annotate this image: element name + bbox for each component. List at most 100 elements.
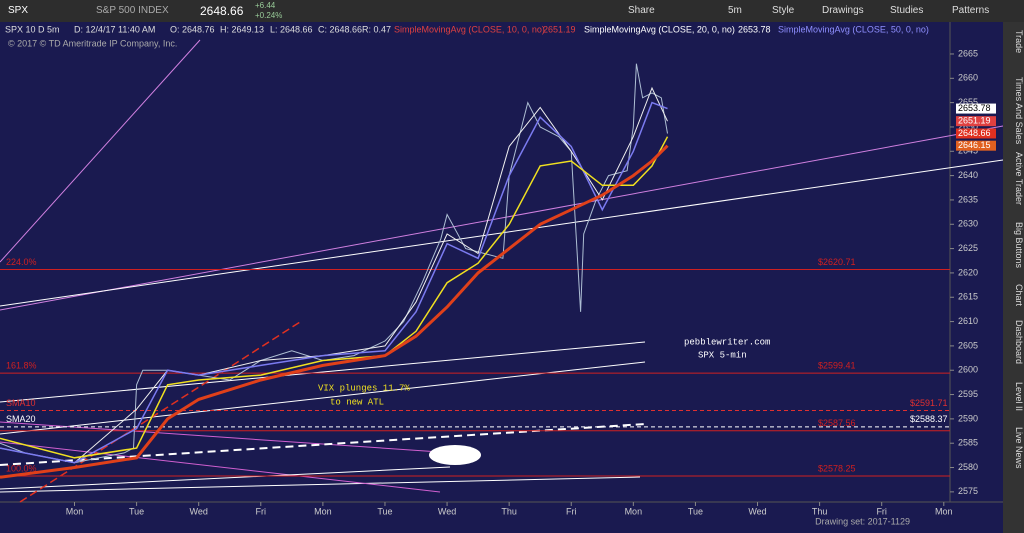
level-label: 224.0% xyxy=(6,257,37,267)
info: SPX 10 D 5m xyxy=(5,24,60,34)
x-tick-label: Tue xyxy=(129,506,144,516)
study-legend: SimpleMovingAvg (CLOSE, 10, 0, no) xyxy=(394,24,545,34)
y-tick-label: 2660 xyxy=(958,73,978,83)
info: L: 2648.66 xyxy=(270,24,313,34)
trendline xyxy=(0,441,441,493)
button[interactable]: Share xyxy=(628,5,655,16)
level-value: $2599.41 xyxy=(818,360,856,370)
y-tick-label: 2575 xyxy=(958,486,978,496)
series-line xyxy=(0,144,669,479)
price-tag-label: 2651.19 xyxy=(958,116,991,126)
side-tab[interactable]: Live News xyxy=(1014,427,1024,469)
study-legend: SimpleMovingAvg (CLOSE, 50, 0, no) xyxy=(778,24,929,34)
y-tick-label: 2590 xyxy=(958,413,978,423)
x-tick-label: Mon xyxy=(625,506,643,516)
y-tick-label: 2640 xyxy=(958,170,978,180)
y-tick-label: 2605 xyxy=(958,340,978,350)
level-label: SMA20 xyxy=(6,414,36,424)
price-tag-label: 2648.66 xyxy=(958,128,991,138)
x-tick-label: Wed xyxy=(748,506,766,516)
button[interactable]: Studies xyxy=(890,5,924,16)
annotation: to new ATL xyxy=(330,397,384,407)
info: O: 2648.76 xyxy=(170,24,215,34)
series-line xyxy=(0,101,668,464)
side-tab[interactable]: Chart xyxy=(1014,284,1024,307)
y-tick-label: 2655 xyxy=(958,97,978,107)
x-tick-label: Mon xyxy=(314,506,332,516)
info: D: 12/4/17 11:40 AM xyxy=(74,24,155,34)
level-value: $2591.71 xyxy=(910,398,948,408)
highlight xyxy=(429,445,481,465)
x-tick-label: Thu xyxy=(501,506,517,516)
drawing-set: Drawing set: 2017-1129 xyxy=(815,516,910,526)
level-value: $2587.56 xyxy=(818,418,856,428)
level-label: 161.8% xyxy=(6,360,37,370)
side-tabs: Trade Times And Sales Active Trader Big But… xyxy=(1003,22,1024,533)
button[interactable]: Style xyxy=(772,5,795,16)
trendline xyxy=(0,125,1003,311)
x-tick-label: Fri xyxy=(256,506,267,516)
level-value: $2588.37 xyxy=(910,414,948,424)
side-tab[interactable]: Active Trader xyxy=(1014,152,1024,206)
y-tick-label: 2585 xyxy=(958,438,978,448)
annotation: pebblewriter.com xyxy=(684,337,770,347)
x-tick-label: Thu xyxy=(812,506,828,516)
description: S&P 500 INDEX xyxy=(96,5,169,16)
trendline xyxy=(0,39,201,263)
button[interactable]: 5m xyxy=(728,5,742,16)
price-tag xyxy=(956,103,996,114)
plot-bg xyxy=(0,22,1003,533)
trendline xyxy=(0,466,451,490)
annotation: SPX 5-min xyxy=(698,350,747,360)
trendline xyxy=(0,476,641,493)
x-tick-label: Tue xyxy=(377,506,392,516)
y-tick-label: 2595 xyxy=(958,389,978,399)
info: R: 0.47 xyxy=(362,24,391,34)
trendline xyxy=(0,361,646,435)
level-label: SMA10 xyxy=(6,398,36,408)
x-tick-label: Wed xyxy=(190,506,208,516)
button[interactable]: Drawings xyxy=(822,5,864,16)
price-tag xyxy=(956,116,996,127)
copyright: © 2017 © TD Ameritrade IP Company, Inc. xyxy=(8,38,177,48)
side-tab[interactable]: Big Buttons xyxy=(1014,222,1024,269)
trendline xyxy=(0,341,646,403)
button[interactable]: Patterns xyxy=(952,5,990,16)
y-tick-label: 2650 xyxy=(958,121,978,131)
change-pct: +0.24% xyxy=(255,11,283,20)
level-label: 100.0% xyxy=(6,463,37,473)
price-tag-label: 2653.78 xyxy=(958,103,991,113)
y-tick-label: 2580 xyxy=(958,462,978,472)
info: H: 2649.13 xyxy=(220,24,264,34)
x-tick-label: Mon xyxy=(935,506,953,516)
chart: SPX 10 D 5m D: 12/4/17 11:40 AM O: 2648.… xyxy=(0,22,1003,533)
series-line xyxy=(0,86,668,464)
info: C: 2648.66 xyxy=(318,24,362,34)
side-tab[interactable]: Dashboard xyxy=(1014,320,1024,365)
side-tab[interactable]: Level II xyxy=(1014,382,1024,412)
study-legend: SimpleMovingAvg (CLOSE, 20, 0, no) xyxy=(584,24,735,34)
study-value: 2651.19 xyxy=(543,24,576,34)
y-tick-label: 2610 xyxy=(958,316,978,326)
toolbar: SPX S&P 500 INDEX 2648.66 +6.44 +0.24% S… xyxy=(0,0,1024,23)
x-tick-label: Fri xyxy=(566,506,577,516)
y-tick-label: 2600 xyxy=(958,365,978,375)
symbol[interactable]: SPX xyxy=(8,5,29,16)
x-tick-label: Mon xyxy=(66,506,84,516)
annotation: VIX plunges 11.7% xyxy=(318,383,410,393)
study-value: 2653.78 xyxy=(738,24,771,34)
level-value: $2578.25 xyxy=(818,463,856,473)
price-tag xyxy=(956,128,996,139)
y-tick-label: 2635 xyxy=(958,194,978,204)
x-tick-label: Fri xyxy=(876,506,887,516)
side-tab[interactable]: Trade xyxy=(1014,30,1024,54)
trendline xyxy=(19,321,301,503)
x-tick-label: Wed xyxy=(438,506,456,516)
level-value: $2620.71 xyxy=(818,257,856,267)
y-tick-label: 2665 xyxy=(958,48,978,58)
side-tab[interactable]: Times And Sales xyxy=(1014,77,1024,145)
x-tick-label: Tue xyxy=(688,506,703,516)
y-tick-label: 2615 xyxy=(958,292,978,302)
y-tick-label: 2620 xyxy=(958,267,978,277)
